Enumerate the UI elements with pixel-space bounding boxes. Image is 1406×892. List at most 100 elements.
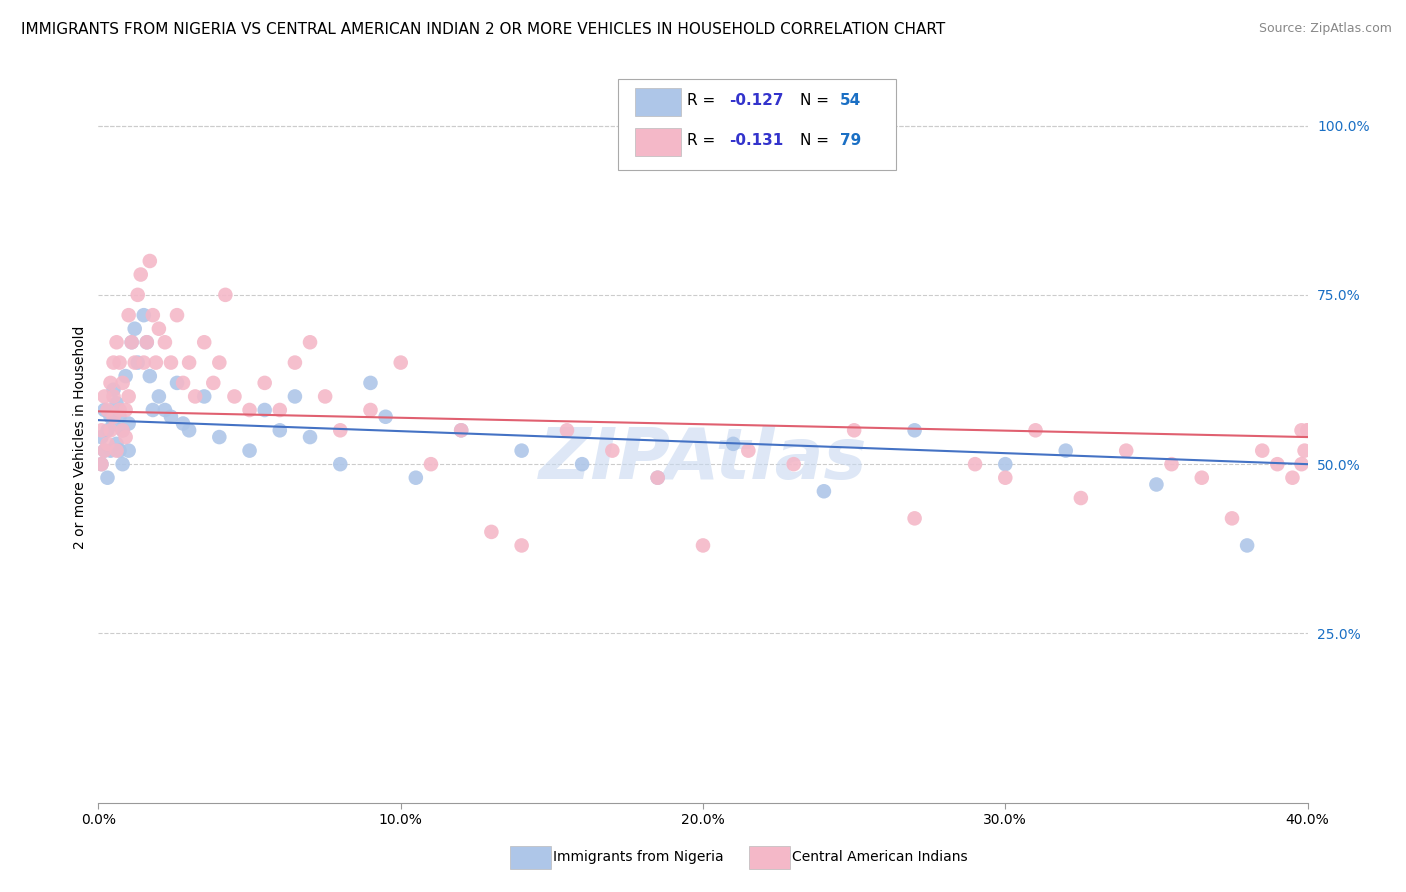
Point: [148, 389, 170, 403]
Point: [108, 403, 131, 417]
Point: [184, 389, 207, 403]
Point: [193, 389, 215, 403]
Point: [90, 423, 112, 437]
Point: [105, 396, 128, 410]
Point: [179, 423, 201, 437]
Point: [118, 389, 141, 403]
Point: [139, 254, 162, 268]
Point: [269, 423, 291, 437]
Point: [904, 423, 927, 437]
Point: [374, 409, 396, 424]
Point: [93, 403, 115, 417]
Point: [93, 443, 115, 458]
Point: [160, 409, 183, 424]
Point: [100, 423, 122, 437]
Point: [127, 288, 149, 302]
Point: [737, 443, 759, 458]
Point: [1191, 471, 1213, 485]
Point: [844, 423, 866, 437]
Point: [1296, 423, 1319, 437]
Text: Central American Indians: Central American Indians: [792, 850, 967, 864]
Point: [647, 471, 669, 485]
Point: [360, 376, 382, 390]
Point: [139, 369, 162, 384]
Point: [114, 403, 136, 417]
Point: [1220, 511, 1243, 525]
Point: [103, 383, 125, 397]
Point: [166, 308, 188, 322]
Text: Immigrants from Nigeria: Immigrants from Nigeria: [553, 850, 723, 864]
Point: [96, 423, 118, 437]
Point: [208, 355, 231, 369]
Point: [389, 355, 412, 369]
Point: [329, 423, 352, 437]
Point: [127, 355, 149, 369]
Point: [172, 417, 194, 431]
Point: [1144, 477, 1167, 491]
Point: [124, 322, 146, 336]
Point: [299, 430, 322, 444]
Text: IMMIGRANTS FROM NIGERIA VS CENTRAL AMERICAN INDIAN 2 OR MORE VEHICLES IN HOUSEHO: IMMIGRANTS FROM NIGERIA VS CENTRAL AMERI…: [21, 22, 945, 37]
Point: [1070, 491, 1092, 505]
Point: [783, 457, 806, 471]
Point: [1267, 457, 1289, 471]
Point: [142, 403, 165, 417]
Point: [253, 403, 276, 417]
Point: [105, 437, 128, 451]
Point: [510, 443, 533, 458]
Point: [179, 355, 201, 369]
FancyBboxPatch shape: [619, 78, 897, 170]
Point: [118, 308, 141, 322]
Point: [96, 403, 118, 417]
Text: Source: ZipAtlas.com: Source: ZipAtlas.com: [1258, 22, 1392, 36]
Point: [1294, 443, 1316, 458]
Y-axis label: 2 or more Vehicles in Household: 2 or more Vehicles in Household: [73, 326, 87, 549]
Point: [132, 355, 155, 369]
Point: [1054, 443, 1077, 458]
Point: [450, 423, 472, 437]
Point: [111, 423, 134, 437]
Point: [602, 443, 624, 458]
Point: [239, 403, 262, 417]
Point: [96, 437, 118, 451]
Text: R =: R =: [688, 133, 720, 148]
Point: [1024, 423, 1046, 437]
Point: [121, 335, 143, 350]
Point: [132, 308, 155, 322]
Text: 79: 79: [839, 133, 860, 148]
Point: [647, 471, 669, 485]
Point: [299, 335, 322, 350]
Point: [1236, 538, 1258, 552]
Point: [105, 443, 128, 458]
Point: [481, 524, 503, 539]
Point: [224, 389, 246, 403]
Point: [103, 409, 125, 424]
Point: [193, 335, 215, 350]
Point: [100, 376, 122, 390]
Text: -0.127: -0.127: [730, 93, 785, 108]
Point: [813, 484, 835, 499]
Point: [692, 538, 714, 552]
Point: [1115, 443, 1137, 458]
Point: [571, 457, 593, 471]
Point: [420, 457, 443, 471]
Point: [129, 268, 152, 282]
Point: [148, 322, 170, 336]
Point: [153, 335, 176, 350]
Point: [111, 423, 134, 437]
Point: [153, 403, 176, 417]
Point: [510, 538, 533, 552]
Point: [904, 511, 927, 525]
Point: [111, 457, 134, 471]
Point: [1251, 443, 1274, 458]
Point: [284, 389, 307, 403]
Point: [145, 355, 167, 369]
Point: [135, 335, 157, 350]
Point: [1291, 423, 1313, 437]
Point: [124, 355, 146, 369]
Point: [118, 443, 141, 458]
Point: [1291, 457, 1313, 471]
Text: R =: R =: [688, 93, 720, 108]
Point: [90, 430, 112, 444]
Point: [239, 443, 262, 458]
